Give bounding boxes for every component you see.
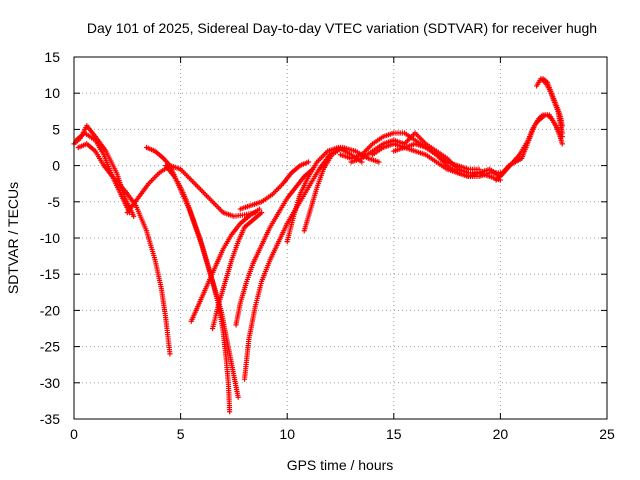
series-arc-9 [233, 166, 316, 328]
series-arc-21 [540, 76, 565, 129]
y-tick-label: 15 [44, 49, 60, 65]
y-tick-label: -15 [40, 266, 60, 282]
x-tick-label: 25 [599, 426, 615, 442]
y-tick-label: 10 [44, 85, 60, 101]
series-arc-20 [534, 76, 565, 136]
x-tick-label: 10 [279, 426, 295, 442]
y-tick-label: -10 [40, 230, 60, 246]
data-point [235, 394, 241, 400]
x-tick-label: 0 [70, 426, 78, 442]
ticks [73, 56, 608, 420]
y-tick-label: -35 [40, 411, 60, 427]
y-tick-label: -5 [48, 194, 61, 210]
data-point [305, 159, 312, 165]
y-tick-label: -25 [40, 339, 60, 355]
data-points [71, 76, 565, 415]
data-point [376, 159, 382, 165]
series-arc-2 [73, 130, 133, 216]
grid [74, 57, 607, 419]
data-point [131, 213, 137, 219]
series-arc-3 [75, 141, 173, 357]
series-arc-10 [241, 144, 344, 382]
data-point [167, 351, 173, 357]
data-point [559, 123, 565, 129]
series-arc-19 [497, 112, 565, 180]
data-point [259, 210, 265, 216]
series-arc-11 [237, 159, 312, 212]
y-tick-label: 5 [52, 121, 60, 137]
series-arc-13 [301, 144, 382, 234]
data-point [256, 206, 263, 212]
y-tick-label: 0 [52, 158, 60, 174]
x-tick-label: 5 [177, 426, 185, 442]
x-axis-label: GPS time / hours [287, 457, 394, 473]
series-arc-17 [391, 141, 503, 180]
y-axis-label: SDTVAR / TECUs [5, 182, 21, 294]
data-point [559, 130, 565, 136]
y-tick-label: -20 [40, 302, 60, 318]
series-arc-7 [188, 206, 263, 324]
data-point [227, 409, 233, 415]
series-arc-14 [337, 130, 482, 172]
y-tick-labels: -35 -30 -25 -20 -15 -10 -5 0 5 10 15 [40, 49, 60, 427]
x-tick-labels: 0 5 10 15 20 25 [70, 426, 615, 442]
data-point [559, 141, 565, 147]
x-tick-label: 20 [493, 426, 509, 442]
chart-title: Day 101 of 2025, Sidereal Day-to-day VTE… [87, 20, 597, 36]
plot-frame [73, 56, 608, 420]
series-arc-8 [209, 210, 265, 332]
series-arc-6 [163, 163, 233, 415]
y-tick-label: -30 [40, 375, 60, 391]
x-tick-label: 15 [386, 426, 402, 442]
